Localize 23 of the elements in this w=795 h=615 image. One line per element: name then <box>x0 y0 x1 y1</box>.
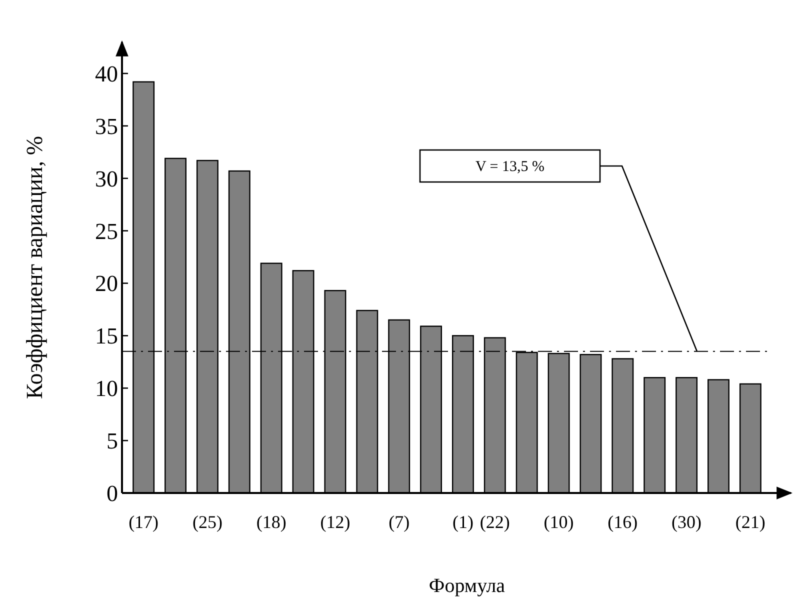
x-tick-label: (16) <box>608 512 638 532</box>
y-axis-title: Коэффициент вариации, % <box>22 136 47 399</box>
x-tick-label: (22) <box>480 512 510 532</box>
y-tick-label: 30 <box>95 166 118 192</box>
x-tick-label: (17) <box>128 512 159 532</box>
y-tick-label: 40 <box>95 61 118 86</box>
y-tick-label: 25 <box>95 218 118 244</box>
y-tick-label: 20 <box>95 271 118 296</box>
x-tick-label: (7) <box>388 512 410 532</box>
x-tick-label: (21) <box>735 512 766 532</box>
y-tick-label: 15 <box>95 324 118 349</box>
x-tick-label: (18) <box>256 512 286 532</box>
x-tick-label: (10) <box>544 512 574 532</box>
x-tick-label: (25) <box>192 512 222 532</box>
x-axis-title: Формула <box>428 575 506 597</box>
y-tick-label: 35 <box>95 114 118 139</box>
y-tick-label: 5 <box>106 428 118 454</box>
x-tick-label: (1) <box>452 512 474 532</box>
ref-line-label: V = 13,5 % <box>475 159 545 175</box>
x-tick-label: (30) <box>672 512 702 532</box>
y-tick-label: 0 <box>106 481 118 506</box>
y-tick-label: 10 <box>95 376 118 402</box>
x-tick-label: (12) <box>320 512 350 532</box>
